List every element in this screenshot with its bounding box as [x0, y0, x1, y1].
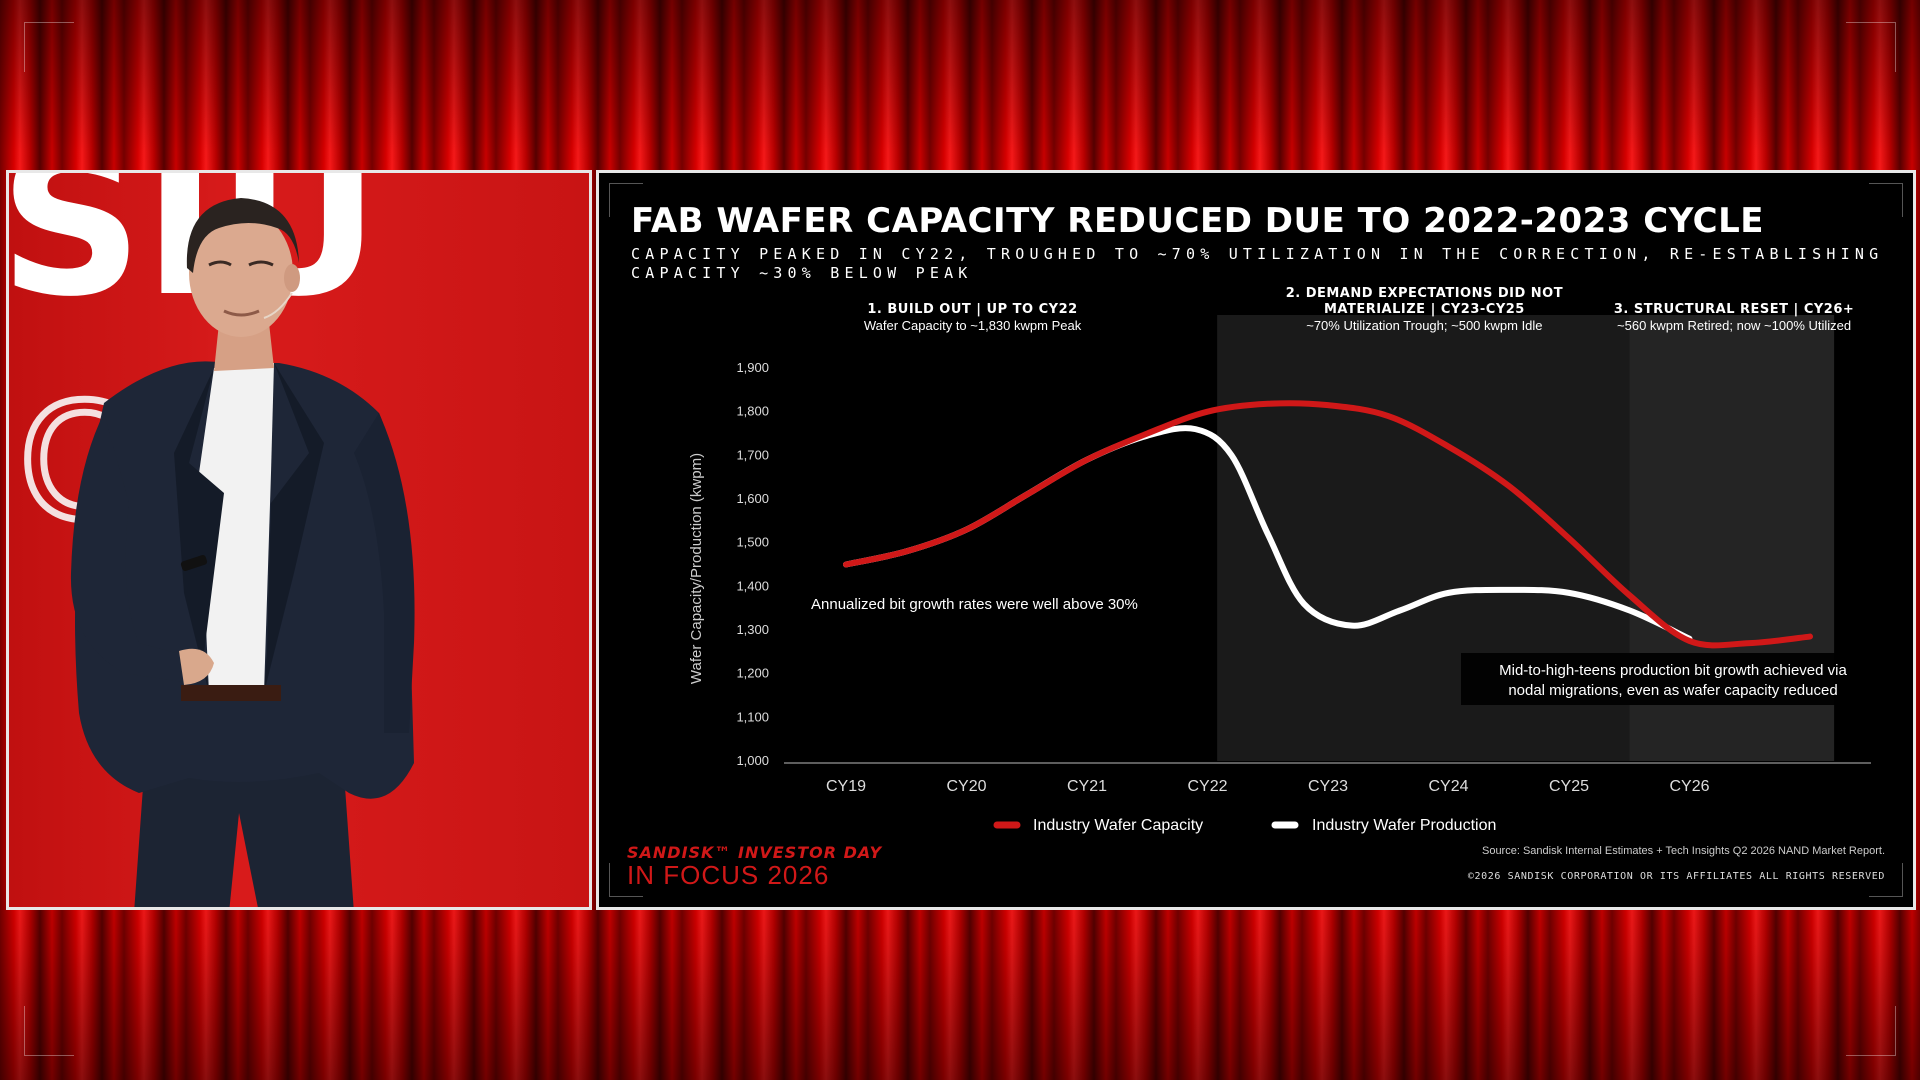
speaker-figure [70, 198, 415, 907]
y-tick-label: 1,900 [736, 360, 769, 375]
slide-title: FAB WAFER CAPACITY REDUCED DUE TO 2022-2… [631, 201, 1764, 241]
annotation-migration-line2: nodal migrations, even as wafer capacity… [1508, 682, 1837, 699]
x-tick-label: CY20 [946, 778, 986, 795]
y-tick-label: 1,300 [736, 622, 769, 637]
x-tick-label: CY21 [1067, 778, 1107, 795]
y-tick-label: 1,600 [736, 491, 769, 506]
annotation-box [1461, 653, 1885, 705]
phase-3-detail: ~560 kwpm Retired; now ~100% Utilized [1617, 318, 1851, 333]
slide-corner-bottom-right [1869, 863, 1903, 897]
annotation-bit-growth: Annualized bit growth rates were well ab… [811, 596, 1138, 613]
y-tick-label: 1,200 [736, 666, 769, 681]
phase-1-detail: Wafer Capacity to ~1,830 kwpm Peak [864, 318, 1082, 333]
x-axis-ticks: CY19 CY20 CY21 CY22 CY23 CY24 CY25 CY26 [826, 778, 1710, 795]
phase-2-heading-line1: 2. DEMAND EXPECTATIONS DID NOT [1286, 286, 1563, 301]
event-logo: SANDISK™ INVESTOR DAY IN FOCUS 2026 [627, 843, 882, 888]
annotation-migration-line1: Mid-to-high-teens production bit growth … [1499, 662, 1847, 679]
x-tick-label: CY26 [1669, 778, 1709, 795]
x-tick-label: CY19 [826, 778, 866, 795]
presentation-slide: FAB WAFER CAPACITY REDUCED DUE TO 2022-2… [596, 170, 1916, 910]
slide-corner-top-left [609, 183, 643, 217]
legend-label-production: Industry Wafer Production [1312, 817, 1496, 834]
logo-brand-text: SANDISK™ INVESTOR DAY [627, 843, 883, 862]
source-note: Source: Sandisk Internal Estimates + Tec… [1481, 845, 1885, 857]
line-chart: 1. BUILD OUT | UP TO CY22 Wafer Capacity… [688, 286, 1885, 834]
y-tick-label: 1,500 [736, 535, 769, 550]
frame-corner-bottom-right [1846, 1006, 1896, 1056]
y-tick-label: 1,400 [736, 578, 769, 593]
legend-label-capacity: Industry Wafer Capacity [1033, 817, 1203, 834]
y-tick-label: 1,000 [736, 753, 769, 768]
copyright-text: ©2026 SANDISK CORPORATION OR ITS AFFILIA… [1467, 871, 1885, 882]
phase-headings: 1. BUILD OUT | UP TO CY22 Wafer Capacity… [864, 286, 1854, 333]
phase-2-detail: ~70% Utilization Trough; ~500 kwpm Idle [1306, 318, 1542, 333]
x-tick-label: CY23 [1308, 778, 1348, 795]
y-axis-ticks: 1,000 1,100 1,200 1,300 1,400 1,500 1,600 1,700… [736, 360, 769, 768]
phase-2-heading-line2: MATERIALIZE | CY23-CY25 [1324, 302, 1525, 317]
slide-subtitle: CAPACITY PEAKED IN CY22, TROUGHED TO ~70… [631, 245, 1884, 282]
speaker-video-panel: SIU CUS [6, 170, 592, 910]
series-line-industry-wafer-capacity [843, 400, 1813, 649]
phase-3-heading: 3. STRUCTURAL RESET | CY26+ [1614, 302, 1854, 317]
chart-legend: Industry Wafer Capacity Industry Wafer P… [993, 817, 1496, 834]
y-tick-label: 1,100 [736, 709, 769, 724]
frame-corner-top-right [1846, 22, 1896, 72]
x-tick-label: CY24 [1428, 778, 1468, 795]
slide-corner-top-right [1869, 183, 1903, 217]
logo-event-text: IN FOCUS 2026 [627, 860, 830, 890]
x-tick-label: CY25 [1549, 778, 1589, 795]
y-axis-label: Wafer Capacity/Production (kwpm) [688, 453, 705, 684]
slide-corner-bottom-left [609, 863, 643, 897]
x-tick-label: CY22 [1187, 778, 1227, 795]
y-tick-label: 1,700 [736, 447, 769, 462]
phase-1-heading: 1. BUILD OUT | UP TO CY22 [867, 302, 1077, 317]
frame-corner-top-left [24, 22, 74, 72]
frame-corner-bottom-left [24, 1006, 74, 1056]
y-tick-label: 1,800 [736, 404, 769, 419]
